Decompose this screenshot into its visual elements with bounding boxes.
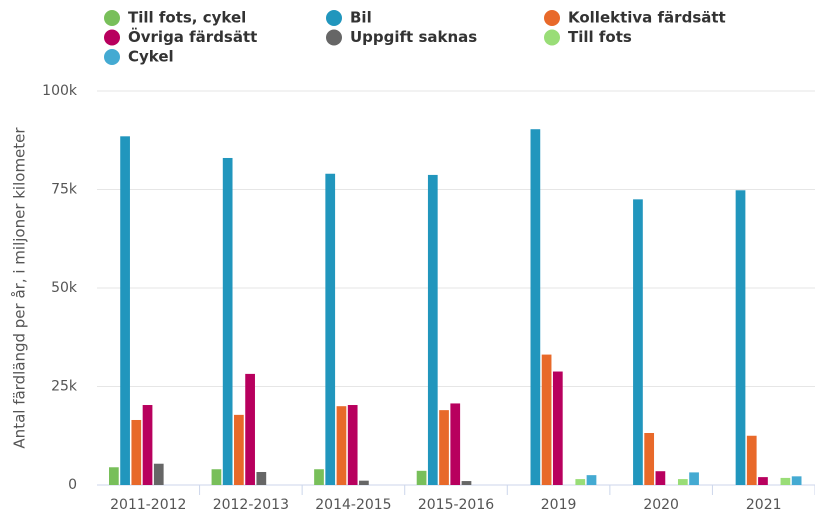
bar [758, 477, 768, 485]
x-tick-label: 2019 [541, 497, 577, 511]
bar [689, 472, 699, 485]
x-tick-label: 2012-2013 [213, 497, 289, 511]
legend-marker [544, 10, 560, 26]
y-tick-label: 50k [51, 280, 78, 296]
y-tick-label: 0 [68, 477, 77, 493]
bar [791, 476, 802, 485]
bar [347, 405, 358, 485]
bar [359, 480, 369, 485]
bar [314, 469, 324, 485]
y-tick-label: 75k [51, 182, 78, 198]
legend-marker [104, 10, 120, 26]
bar [541, 354, 552, 485]
bar [735, 190, 746, 485]
bar [586, 475, 597, 485]
bar [211, 469, 222, 485]
x-tick-label: 2014-2015 [315, 497, 391, 511]
legend-marker [104, 49, 120, 65]
bar [552, 371, 563, 485]
bar [142, 405, 153, 485]
bar [530, 129, 541, 485]
bar [234, 414, 244, 485]
bar [336, 406, 347, 485]
bar [153, 463, 164, 485]
legend-label: Övriga färdsätt [128, 27, 257, 46]
bar [575, 479, 586, 485]
legend-marker [544, 29, 560, 46]
y-tick-label: 25k [51, 379, 78, 395]
bar [325, 173, 336, 486]
bar [677, 479, 688, 485]
legend-label: Kollektiva färdsätt [568, 9, 726, 27]
bar [655, 471, 666, 485]
legend-label: Till fots, cykel [128, 9, 246, 27]
bar [222, 157, 233, 486]
legend-label: Bil [350, 9, 372, 27]
bar [131, 419, 142, 485]
bar [461, 481, 472, 485]
legend-marker [326, 29, 342, 46]
y-tick-label: 100k [42, 83, 78, 99]
bar [245, 373, 255, 485]
legend-marker [326, 10, 342, 26]
bar [780, 477, 791, 485]
legend-label: Uppgift saknas [350, 28, 477, 46]
bar [439, 410, 449, 485]
bar [633, 199, 643, 485]
bar [450, 403, 461, 485]
bar [256, 471, 267, 485]
y-axis-label: Antal färdlängd per år, i miljoner kilom… [11, 127, 29, 449]
x-tick-label: 2011-2012 [110, 497, 186, 511]
x-tick-label: 2020 [643, 497, 679, 511]
legend-marker [104, 29, 120, 46]
bar [427, 174, 438, 485]
bar [746, 435, 757, 485]
bar [416, 470, 427, 485]
bar [120, 136, 130, 485]
x-tick-label: 2021 [746, 497, 782, 511]
bar [109, 467, 119, 485]
legend-label: Till fots [568, 28, 632, 46]
bar [644, 432, 655, 485]
legend-label: Cykel [128, 48, 174, 66]
x-tick-label: 2015-2016 [418, 497, 494, 511]
